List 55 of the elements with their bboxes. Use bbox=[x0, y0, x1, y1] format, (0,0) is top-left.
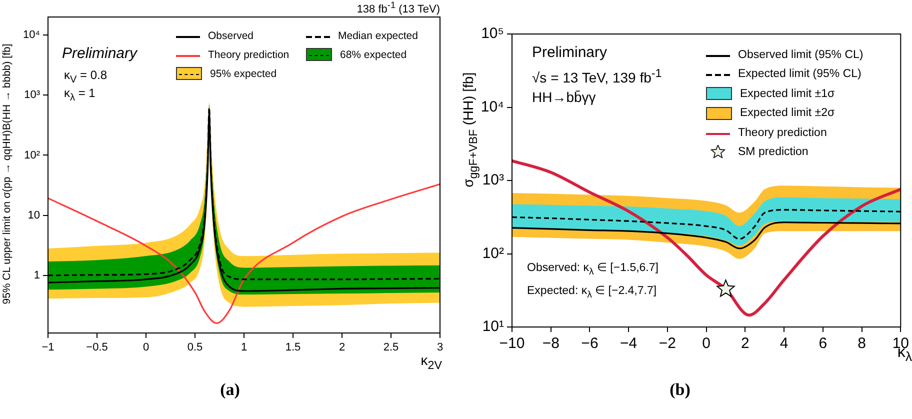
annotation: Preliminary bbox=[532, 44, 608, 61]
legend-label: Median expected bbox=[338, 30, 418, 42]
x-tick-label: −1 bbox=[42, 342, 54, 354]
legend-label: Expected limit ±2σ bbox=[740, 107, 835, 120]
x-tick-label: 0 bbox=[702, 335, 710, 352]
annotation: √s = 13 TeV, 139 fb$^{-1}$ bbox=[532, 67, 662, 86]
text: (a) bbox=[220, 380, 240, 400]
y-tick-label: 10 bbox=[28, 209, 40, 222]
y-tick-label: 10¹ bbox=[482, 318, 504, 336]
y-tick-label: 10³ bbox=[482, 172, 504, 189]
y-tick-label: 10³ bbox=[24, 89, 40, 102]
annotation: κ$_{λ}$ = 1 bbox=[64, 86, 96, 104]
legend-label: Theory prediction bbox=[208, 48, 290, 60]
y-tick-label: 10⁴ bbox=[480, 98, 504, 116]
x-tick-label: 1 bbox=[240, 342, 248, 354]
x-axis-title: κ$_{2V}$ bbox=[420, 352, 442, 372]
x-tick-label: −6 bbox=[581, 335, 598, 352]
y-tick-label: 10² bbox=[24, 149, 40, 162]
x-tick-label: 2 bbox=[741, 335, 750, 352]
y-axis-title: 95% CL upper limit on σ(pp → qqHH)B(HH → bbbb) [fb] bbox=[1, 42, 13, 306]
legend-label: Observed bbox=[208, 30, 254, 42]
x-tick-label: −4 bbox=[620, 335, 638, 352]
annotation: Preliminary bbox=[62, 45, 138, 62]
x-tick-label: −0.5 bbox=[86, 342, 108, 354]
x-tick-label: 2.5 bbox=[383, 342, 399, 354]
line-series bbox=[48, 183, 440, 324]
text: 138 fb$^{-1}$ (13 TeV) bbox=[356, 0, 440, 16]
annotation: Expected: κ$_{λ}$ ∈ [−2.4,7.7] bbox=[527, 284, 657, 300]
x-tick-label: 2 bbox=[338, 342, 346, 354]
legend-label: 68% expected bbox=[340, 48, 407, 60]
annotation: κ$_{V}$ = 0.8 bbox=[64, 68, 108, 86]
annotation: HH→bb̄γγ bbox=[532, 89, 596, 105]
y-tick-label: 10² bbox=[482, 244, 504, 262]
annotation: Observed: κ$_{λ}$ ∈ [−1.5,6.7] bbox=[527, 261, 658, 278]
text: (b) bbox=[670, 380, 690, 400]
x-tick-label: −10 bbox=[499, 335, 525, 352]
y-tick-label: 10⁵ bbox=[481, 25, 504, 42]
legend-label: Observed limit (95% CL) bbox=[738, 48, 864, 61]
y-tick-label: 10⁴ bbox=[23, 29, 40, 42]
legend-label: Expected limit ±1σ bbox=[740, 88, 835, 100]
x-tick-label: 6 bbox=[818, 335, 828, 352]
x-tick-label: 8 bbox=[858, 335, 866, 352]
x-tick-label: −8 bbox=[542, 335, 560, 352]
line-series bbox=[512, 159, 901, 317]
x-tick-label: 4 bbox=[780, 335, 788, 352]
x-tick-label: −2 bbox=[658, 335, 676, 352]
x-tick-label: 3 bbox=[436, 342, 444, 354]
legend-label: SM prediction bbox=[738, 146, 808, 158]
y-tick-label: 1 bbox=[34, 269, 40, 282]
x-tick-label: 0 bbox=[142, 342, 150, 354]
x-tick-label: 1.5 bbox=[285, 342, 301, 354]
legend-label: 95% expected bbox=[210, 68, 277, 80]
x-tick-label: 0.5 bbox=[187, 342, 203, 354]
legend-label: Expected limit (95% CL) bbox=[738, 68, 862, 80]
legend-label: Theory prediction bbox=[738, 126, 827, 139]
